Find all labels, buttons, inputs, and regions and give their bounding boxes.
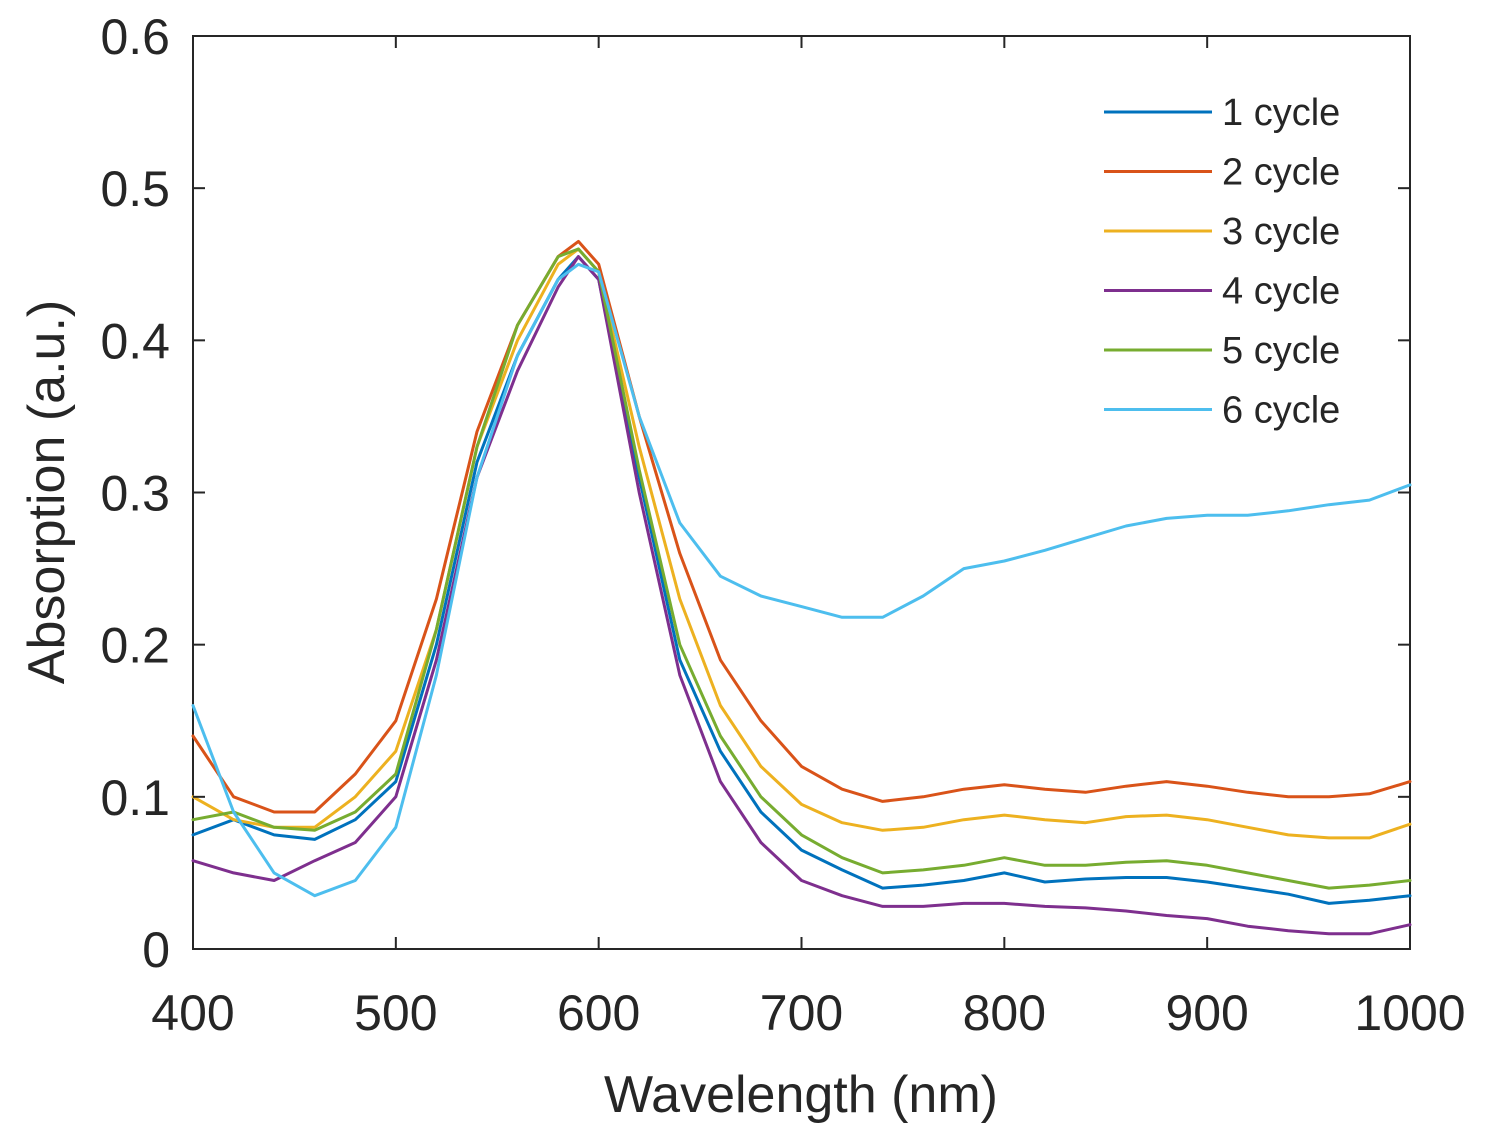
x-tick-label: 900 [1165,985,1248,1041]
y-axis-label: Absorption (a.u.) [18,300,76,684]
series-layer [191,239,1412,936]
y-tick-label: 0.3 [100,466,170,522]
series-line-1 [191,255,1412,905]
x-axis-label: Wavelength (nm) [604,1066,998,1124]
legend: 1 cycle 2 cycle 3 cycle 4 cycle 5 cycle 6 cyc… [1104,92,1340,432]
x-tick-label: 600 [557,985,640,1041]
tick-layer: 400 500 600 700 800 900 1000 0 0.1 0.2 0.3 0.4 0.5 0.… [100,9,1465,1041]
y-tick-label: 0 [142,922,170,978]
legend-label: 2 cycle [1222,152,1340,194]
y-tick-label: 0.1 [100,770,170,826]
series-line-6 [191,262,1412,898]
x-tick-label: 800 [963,985,1046,1041]
legend-label: 6 cycle [1222,390,1340,432]
legend-label: 3 cycle [1222,211,1340,253]
legend-label: 4 cycle [1222,271,1340,313]
y-tick-label: 0.4 [100,313,170,369]
legend-label: 5 cycle [1222,330,1340,372]
y-tick-label: 0.2 [100,618,170,674]
series-line-4 [191,255,1412,936]
series-line-2 [191,239,1412,814]
series-line-3 [191,247,1412,840]
y-tick-label: 0.5 [100,161,170,217]
x-tick-label: 1000 [1354,985,1465,1041]
legend-label: 1 cycle [1222,92,1340,134]
x-tick-label: 400 [151,985,234,1041]
x-tick-label: 700 [760,985,843,1041]
x-tick-label: 500 [354,985,437,1041]
series-line-5 [191,247,1412,890]
y-tick-label: 0.6 [100,9,170,65]
